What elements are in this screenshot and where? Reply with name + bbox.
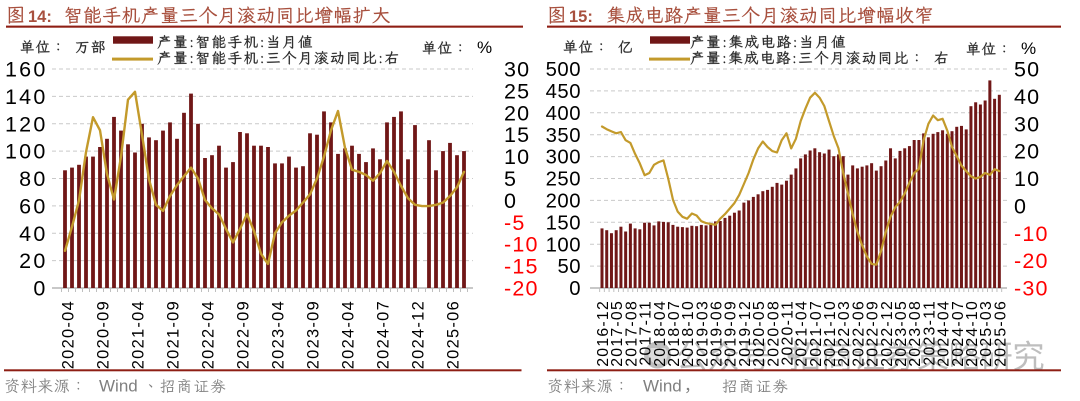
svg-text:2022-03: 2022-03 [836, 300, 853, 367]
svg-text:40: 40 [19, 222, 47, 246]
svg-text:%: % [477, 38, 492, 57]
svg-text:-30: -30 [1014, 277, 1049, 301]
svg-text:2021-07: 2021-07 [808, 300, 825, 367]
svg-text:2021-04: 2021-04 [794, 300, 811, 367]
svg-text:10: 10 [1014, 167, 1040, 191]
svg-text:2020-09: 2020-09 [95, 300, 113, 369]
svg-text:2016-12: 2016-12 [595, 300, 612, 367]
svg-text:400: 400 [546, 103, 581, 125]
svg-text:5: 5 [504, 167, 517, 191]
svg-text:60: 60 [19, 194, 47, 218]
svg-text:-5: -5 [504, 211, 526, 235]
svg-text:100: 100 [546, 234, 581, 256]
svg-text:2025-06: 2025-06 [992, 300, 1009, 367]
svg-text:2023-09: 2023-09 [305, 300, 323, 369]
svg-text:2023-11: 2023-11 [921, 300, 938, 366]
svg-text:2023-04: 2023-04 [270, 300, 288, 369]
svg-text:2018-04: 2018-04 [652, 300, 669, 367]
svg-text:160: 160 [5, 58, 47, 82]
svg-text:2022-12: 2022-12 [879, 300, 896, 367]
svg-text:2025-03: 2025-03 [978, 300, 995, 367]
svg-text:2017-05: 2017-05 [609, 300, 626, 367]
svg-text:2020-05: 2020-05 [751, 300, 768, 367]
svg-text:-10: -10 [504, 233, 539, 257]
svg-text:300: 300 [546, 147, 581, 169]
svg-text:30: 30 [504, 58, 530, 82]
svg-text:15:: 15: [569, 8, 593, 26]
svg-text:2024-04: 2024-04 [936, 300, 953, 367]
svg-text:2022-06: 2022-06 [850, 300, 867, 367]
svg-text:0: 0 [504, 189, 517, 213]
svg-text:200: 200 [546, 191, 581, 213]
svg-text:120: 120 [5, 112, 47, 136]
svg-text:2022-09: 2022-09 [865, 300, 882, 367]
svg-text:Wind: Wind [643, 377, 682, 396]
svg-text:14:: 14: [28, 8, 52, 26]
svg-text:350: 350 [546, 125, 581, 147]
svg-text:500: 500 [546, 59, 581, 81]
svg-text:-15: -15 [504, 255, 539, 279]
svg-text:2025-06: 2025-06 [445, 300, 463, 369]
svg-text:25: 25 [504, 79, 530, 103]
svg-text:%: % [1021, 39, 1036, 58]
svg-text:2017-11: 2017-11 [638, 300, 655, 366]
svg-text:20: 20 [19, 249, 47, 273]
svg-text:2024-04: 2024-04 [340, 300, 358, 369]
svg-text:250: 250 [546, 169, 581, 191]
svg-text:2020-08: 2020-08 [765, 300, 782, 367]
svg-text:50: 50 [557, 256, 581, 278]
svg-text:2023-05: 2023-05 [893, 300, 910, 367]
svg-text:150: 150 [546, 212, 581, 234]
svg-text:2017-08: 2017-08 [623, 300, 640, 367]
svg-text:0: 0 [569, 278, 581, 300]
svg-text:140: 140 [5, 85, 47, 109]
svg-text:2021-10: 2021-10 [822, 300, 839, 367]
svg-text:2024-10: 2024-10 [964, 300, 981, 367]
svg-text:10: 10 [504, 145, 530, 169]
svg-text:2019-06: 2019-06 [709, 300, 726, 367]
svg-text:-10: -10 [1014, 222, 1049, 246]
svg-text:2023-08: 2023-08 [907, 300, 924, 367]
svg-text:2024-07: 2024-07 [950, 300, 967, 367]
svg-text:Wind: Wind [99, 377, 138, 396]
svg-text:2019-12: 2019-12 [737, 300, 754, 367]
svg-text:100: 100 [5, 140, 47, 164]
svg-text:2018-10: 2018-10 [680, 300, 697, 367]
svg-text:50: 50 [1014, 58, 1040, 82]
svg-text:2020-04: 2020-04 [60, 300, 78, 369]
svg-text:2019-09: 2019-09 [723, 300, 740, 367]
svg-text:-20: -20 [504, 277, 539, 301]
svg-text:15: 15 [504, 123, 530, 147]
svg-text:2018-07: 2018-07 [666, 300, 683, 367]
svg-text:-20: -20 [1014, 249, 1049, 273]
svg-text:0: 0 [33, 277, 47, 301]
svg-text:2019-03: 2019-03 [694, 300, 711, 367]
svg-text:2021-04: 2021-04 [130, 300, 148, 369]
svg-text:80: 80 [19, 167, 47, 191]
svg-text:2022-04: 2022-04 [200, 300, 218, 369]
svg-text:40: 40 [1014, 85, 1040, 109]
svg-text:2021-09: 2021-09 [165, 300, 183, 369]
svg-text:450: 450 [546, 81, 581, 103]
svg-text:30: 30 [1014, 112, 1040, 136]
svg-text:0: 0 [1014, 194, 1027, 218]
svg-text:2020-11: 2020-11 [780, 300, 797, 366]
svg-text:2024-12: 2024-12 [410, 300, 428, 369]
svg-text:2022-09: 2022-09 [235, 300, 253, 369]
svg-text:2024-07: 2024-07 [375, 300, 393, 369]
svg-text:20: 20 [504, 101, 530, 125]
svg-text:20: 20 [1014, 140, 1040, 164]
